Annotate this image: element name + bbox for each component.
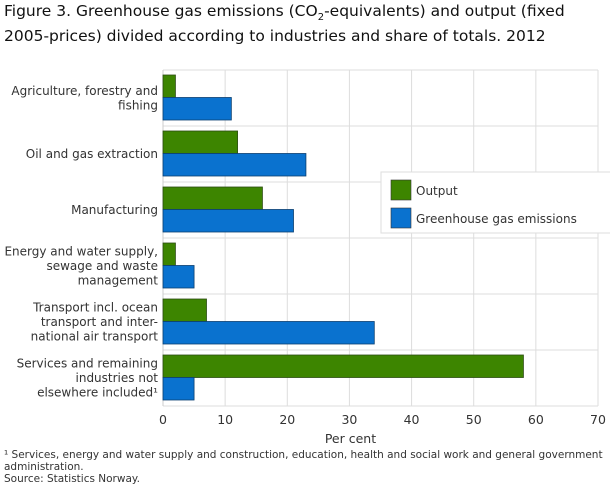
category-label: Transport incl. ocean bbox=[32, 301, 158, 315]
bar-greenhouse-gas-emissions bbox=[162, 153, 307, 177]
bar-greenhouse-gas-emissions bbox=[162, 377, 195, 401]
category-label: management bbox=[78, 274, 159, 288]
category-label: national air transport bbox=[31, 330, 159, 344]
category-label: fishing bbox=[118, 98, 158, 112]
legend-swatch bbox=[390, 179, 412, 201]
x-tick-label: 20 bbox=[279, 412, 295, 427]
bar-output bbox=[162, 74, 176, 98]
source-line: Source: Statistics Norway. bbox=[4, 473, 140, 485]
bar-greenhouse-gas-emissions bbox=[162, 209, 294, 233]
category-label: Agriculture, forestry and bbox=[11, 84, 158, 98]
bar-output bbox=[162, 298, 207, 322]
x-axis-label: Per cent bbox=[325, 431, 376, 446]
category-label: sewage and waste bbox=[46, 259, 158, 273]
legend-label: Output bbox=[416, 184, 458, 198]
bar-output bbox=[162, 242, 176, 266]
x-tick-label: 10 bbox=[217, 412, 233, 427]
footnote-line: ¹ Services, energy and water supply and … bbox=[4, 449, 603, 461]
bar-greenhouse-gas-emissions bbox=[162, 97, 232, 121]
bar-greenhouse-gas-emissions bbox=[162, 265, 195, 289]
x-tick-label: 30 bbox=[341, 412, 357, 427]
footnote-line: administration. bbox=[4, 461, 84, 473]
chart-title: Figure 3. Greenhouse gas emissions (CO2-… bbox=[4, 2, 565, 46]
bar-output bbox=[162, 186, 263, 210]
x-tick-label: 70 bbox=[590, 412, 606, 427]
footnote: ¹ Services, energy and water supply and … bbox=[4, 449, 604, 485]
bar-greenhouse-gas-emissions bbox=[162, 321, 375, 345]
legend-box bbox=[380, 171, 610, 234]
x-tick-label: 50 bbox=[466, 412, 482, 427]
category-label: Oil and gas extraction bbox=[26, 147, 158, 161]
category-label: Manufacturing bbox=[71, 203, 158, 217]
category-label: Services and remaining bbox=[17, 357, 158, 371]
category-label: transport and inter- bbox=[41, 315, 158, 329]
legend-label: Greenhouse gas emissions bbox=[416, 212, 577, 226]
legend-swatch bbox=[390, 207, 412, 229]
category-label: industries not bbox=[76, 371, 159, 385]
category-label: elsewhere included¹ bbox=[37, 386, 158, 400]
bar-output bbox=[162, 354, 524, 378]
bar-output bbox=[162, 130, 238, 154]
x-tick-label: 40 bbox=[404, 412, 420, 427]
category-label: Energy and water supply, bbox=[4, 245, 158, 259]
x-tick-label: 60 bbox=[528, 412, 544, 427]
x-tick-label: 0 bbox=[159, 412, 167, 427]
